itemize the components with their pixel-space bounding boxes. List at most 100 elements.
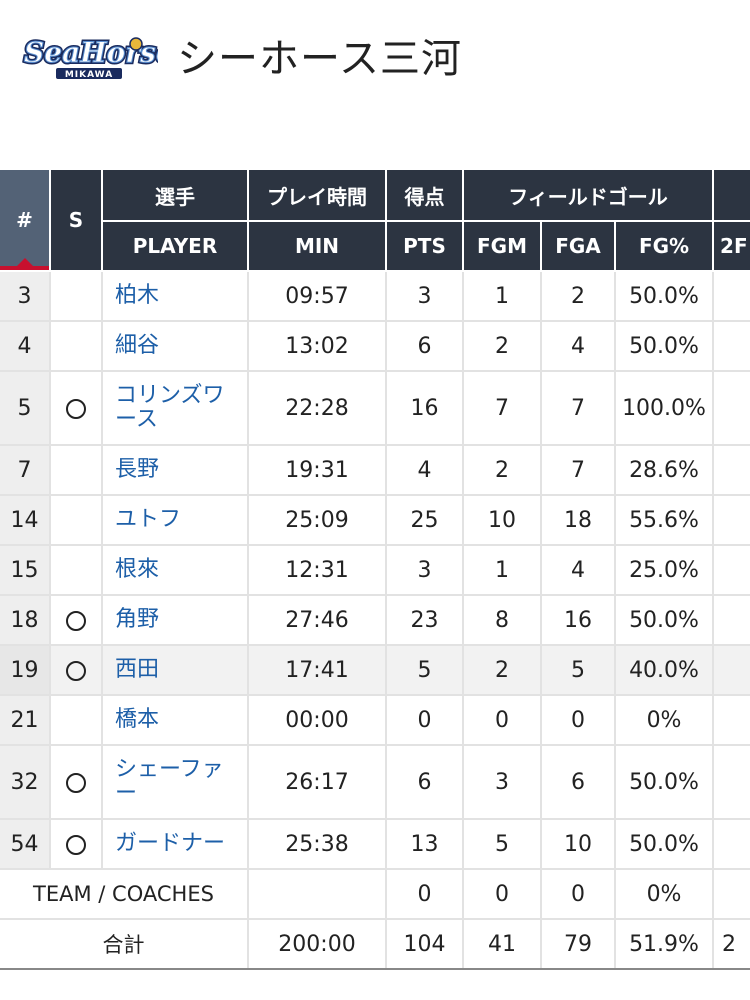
fga-cell: 0 <box>541 868 616 920</box>
fgm-cell: 41 <box>463 918 542 970</box>
next-cell <box>713 445 750 496</box>
player-link[interactable]: 角野 <box>102 595 249 646</box>
fga-cell: 6 <box>541 745 616 820</box>
jersey-number: 5 <box>0 371 51 446</box>
fg-pct-cell: 50.0% <box>615 271 715 322</box>
starter-cell <box>50 445 103 496</box>
team-coaches-label: TEAM / COACHES <box>0 868 249 920</box>
min-cell: 12:31 <box>248 545 387 596</box>
player-link[interactable]: 西田 <box>102 645 249 696</box>
starter-circle-icon <box>66 398 86 419</box>
next-cell <box>713 819 750 870</box>
table-row-highlighted: 19 西田 17:41 5 2 5 40.0% <box>0 645 750 696</box>
pts-cell: 23 <box>386 595 464 646</box>
header-fgm[interactable]: FGM <box>463 221 542 272</box>
next-cell <box>713 645 750 696</box>
next-cell <box>713 321 750 372</box>
pts-cell: 3 <box>386 271 464 322</box>
box-score-table-container[interactable]: # S 選手 プレイ時間 得点 フィールドゴール PLAYER MIN PTS … <box>0 170 750 1000</box>
jersey-number: 14 <box>0 495 51 546</box>
player-link[interactable]: 細谷 <box>102 321 249 372</box>
svg-text:SeaHorses: SeaHorses <box>24 36 158 69</box>
sort-indicator <box>0 258 48 269</box>
header-pts[interactable]: PTS <box>386 221 464 272</box>
pts-cell: 4 <box>386 445 464 496</box>
player-link[interactable]: 長野 <box>102 445 249 496</box>
fg-pct-cell: 40.0% <box>615 645 715 696</box>
header-fga[interactable]: FGA <box>541 221 616 272</box>
total-row: 合計 200:00 104 41 79 51.9% 2 <box>0 918 750 970</box>
table-row: 3 柏木 09:57 3 1 2 50.0% <box>0 271 750 322</box>
next-cell <box>713 271 750 322</box>
next-cell <box>713 545 750 596</box>
header-pts-ja: 得点 <box>386 170 464 222</box>
table-row: 15 根來 12:31 3 1 4 25.0% <box>0 545 750 596</box>
fgm-cell: 0 <box>463 695 542 746</box>
jersey-number: 3 <box>0 271 51 322</box>
pts-cell: 0 <box>386 695 464 746</box>
table-row: 7 長野 19:31 4 2 7 28.6% <box>0 445 750 496</box>
player-link[interactable]: コリンズワース <box>102 371 249 446</box>
player-link[interactable]: シェーファー <box>102 745 249 820</box>
fga-cell: 16 <box>541 595 616 646</box>
table-row: 54 ガードナー 25:38 13 5 10 50.0% <box>0 819 750 870</box>
fg-pct-cell: 0% <box>615 695 715 746</box>
header-min[interactable]: MIN <box>248 221 387 272</box>
pts-cell: 6 <box>386 321 464 372</box>
seahorses-logo: SeaHorses SeaHorses MIKAWA <box>20 34 158 80</box>
pts-cell: 5 <box>386 645 464 696</box>
fgm-cell: 1 <box>463 545 542 596</box>
team-coaches-row: TEAM / COACHES 0 0 0 0% <box>0 868 750 920</box>
header-player-ja: 選手 <box>102 170 249 222</box>
fga-cell: 18 <box>541 495 616 546</box>
starter-cell <box>50 371 103 446</box>
player-link[interactable]: 橋本 <box>102 695 249 746</box>
jersey-number: 4 <box>0 321 51 372</box>
min-cell: 25:38 <box>248 819 387 870</box>
starter-cell <box>50 321 103 372</box>
fgm-cell: 1 <box>463 271 542 322</box>
team-name-title: シーホース三河 <box>177 36 462 82</box>
fgm-cell: 3 <box>463 745 542 820</box>
header-number[interactable]: # <box>0 170 51 272</box>
starter-cell <box>50 271 103 322</box>
header-starter[interactable]: S <box>50 170 103 272</box>
box-score-table: # S 選手 プレイ時間 得点 フィールドゴール PLAYER MIN PTS … <box>0 170 750 970</box>
player-link[interactable]: 根來 <box>102 545 249 596</box>
pts-cell: 6 <box>386 745 464 820</box>
min-cell: 200:00 <box>248 918 387 970</box>
next-cell <box>713 495 750 546</box>
table-row: 14 ユトフ 25:09 25 10 18 55.6% <box>0 495 750 546</box>
starter-circle-icon <box>66 772 86 793</box>
player-link[interactable]: ガードナー <box>102 819 249 870</box>
starter-cell <box>50 819 103 870</box>
table-row: 18 角野 27:46 23 8 16 50.0% <box>0 595 750 646</box>
header-fg-pct[interactable]: FG% <box>615 221 715 272</box>
fg-pct-cell: 50.0% <box>615 819 715 870</box>
table-row: 4 細谷 13:02 6 2 4 50.0% <box>0 321 750 372</box>
header-player[interactable]: PLAYER <box>102 221 249 272</box>
fga-cell: 0 <box>541 695 616 746</box>
player-link[interactable]: ユトフ <box>102 495 249 546</box>
fg-pct-cell: 55.6% <box>615 495 715 546</box>
starter-circle-icon <box>66 610 86 631</box>
player-link[interactable]: 柏木 <box>102 271 249 322</box>
jersey-number: 54 <box>0 819 51 870</box>
header-2p[interactable]: 2F <box>713 221 750 272</box>
min-cell: 13:02 <box>248 321 387 372</box>
min-cell: 17:41 <box>248 645 387 696</box>
fg-pct-cell: 51.9% <box>615 918 715 970</box>
starter-cell <box>50 695 103 746</box>
jersey-number: 15 <box>0 545 51 596</box>
pts-cell: 25 <box>386 495 464 546</box>
fg-pct-cell: 0% <box>615 868 715 920</box>
fg-pct-cell: 100.0% <box>615 371 715 446</box>
fgm-cell: 0 <box>463 868 542 920</box>
pts-cell: 3 <box>386 545 464 596</box>
fga-cell: 10 <box>541 819 616 870</box>
min-cell: 00:00 <box>248 695 387 746</box>
min-cell: 19:31 <box>248 445 387 496</box>
starter-circle-icon <box>66 834 86 855</box>
table-row: 32 シェーファー 26:17 6 3 6 50.0% <box>0 745 750 820</box>
fgm-cell: 2 <box>463 445 542 496</box>
